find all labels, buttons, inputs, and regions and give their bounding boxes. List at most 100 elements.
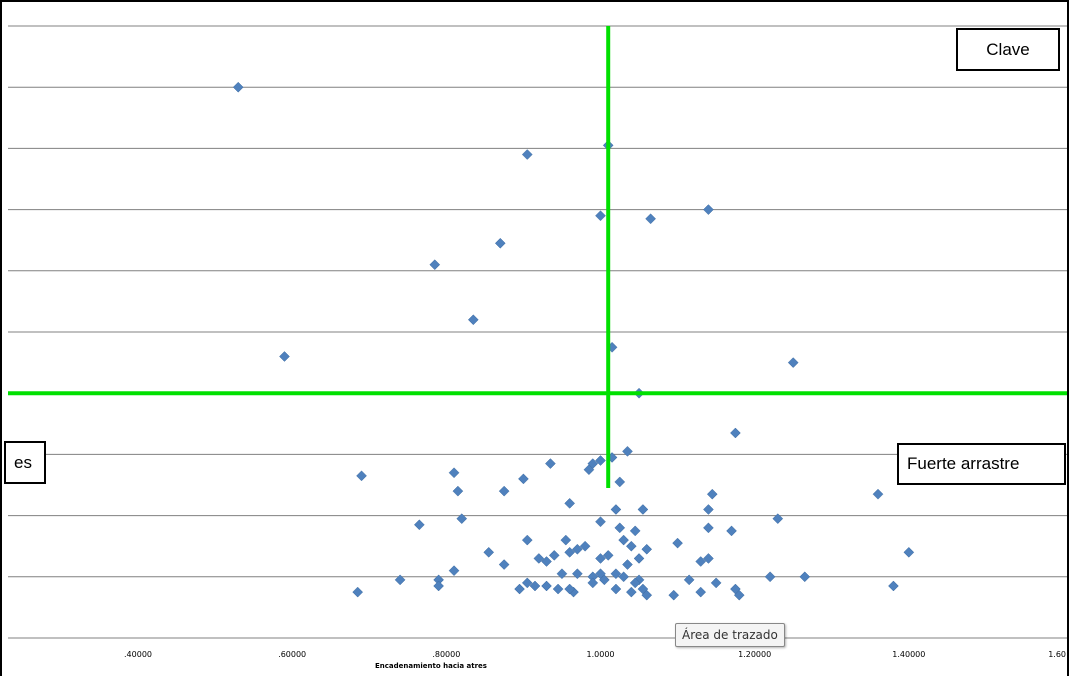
x-tick-label-6: 1.60 bbox=[1048, 650, 1066, 659]
data-point-52 bbox=[572, 543, 583, 555]
gridlines bbox=[8, 25, 1067, 639]
x-tick-label-3: 1.0000 bbox=[587, 650, 615, 659]
data-point-56 bbox=[622, 559, 633, 570]
data-point-91 bbox=[730, 583, 741, 595]
data-point-17 bbox=[498, 485, 510, 497]
data-point-65 bbox=[572, 568, 583, 580]
data-point-1 bbox=[279, 351, 290, 362]
data-point-26 bbox=[706, 488, 718, 500]
quadrant-label-left: es bbox=[4, 441, 46, 484]
x-tick-label-4: 1.20000 bbox=[738, 650, 771, 659]
data-point-37 bbox=[629, 525, 641, 537]
data-point-69 bbox=[618, 571, 629, 583]
data-point-58 bbox=[695, 556, 707, 567]
data-point-0 bbox=[232, 81, 244, 93]
data-point-44 bbox=[641, 543, 653, 555]
quadrant-label-clave: Clave bbox=[956, 28, 1060, 71]
data-point-30 bbox=[564, 498, 576, 509]
data-point-53 bbox=[579, 540, 591, 552]
data-point-14 bbox=[356, 470, 367, 482]
data-point-55 bbox=[602, 550, 614, 561]
data-point-36 bbox=[614, 522, 626, 534]
data-point-8 bbox=[429, 259, 441, 271]
data-point-83 bbox=[599, 574, 610, 586]
data-point-45 bbox=[672, 537, 683, 549]
data-point-95 bbox=[629, 577, 641, 589]
x-tick-label-5: 1.40000 bbox=[892, 650, 925, 659]
data-point-88 bbox=[668, 589, 680, 601]
data-point-31 bbox=[610, 504, 622, 515]
data-point-73 bbox=[764, 571, 776, 583]
data-point-32 bbox=[637, 504, 649, 515]
x-tick-label-1: .60000 bbox=[278, 650, 306, 659]
data-point-21 bbox=[587, 458, 599, 469]
data-point-72 bbox=[710, 577, 722, 589]
data-point-94 bbox=[564, 583, 576, 595]
data-point-89 bbox=[695, 586, 707, 598]
data-point-47 bbox=[498, 559, 510, 570]
data-point-40 bbox=[521, 534, 533, 546]
data-point-54 bbox=[595, 553, 606, 564]
data-point-59 bbox=[703, 553, 714, 564]
data-point-34 bbox=[772, 513, 784, 525]
data-point-18 bbox=[518, 473, 529, 485]
data-point-77 bbox=[514, 583, 525, 595]
data-point-25 bbox=[614, 476, 626, 488]
data-point-76 bbox=[433, 580, 444, 592]
data-point-22 bbox=[595, 455, 606, 466]
data-point-7 bbox=[494, 237, 506, 249]
data-point-35 bbox=[595, 516, 606, 528]
data-point-42 bbox=[618, 534, 629, 546]
data-point-2 bbox=[521, 149, 533, 160]
data-point-64 bbox=[556, 568, 568, 580]
data-point-50 bbox=[548, 550, 560, 561]
data-point-19 bbox=[545, 458, 556, 469]
data-point-51 bbox=[564, 546, 576, 558]
data-point-92 bbox=[888, 580, 899, 592]
data-point-6 bbox=[703, 204, 714, 215]
data-point-39 bbox=[726, 525, 737, 537]
data-point-78 bbox=[529, 580, 541, 592]
data-point-57 bbox=[633, 553, 645, 564]
x-tick-label-0: .40000 bbox=[124, 650, 152, 659]
data-point-24 bbox=[622, 445, 633, 457]
data-point-87 bbox=[641, 589, 653, 601]
data-point-13 bbox=[730, 427, 741, 439]
x-tick-label-2: .80000 bbox=[432, 650, 460, 659]
data-point-29 bbox=[456, 513, 468, 525]
data-point-68 bbox=[610, 568, 622, 580]
data-point-41 bbox=[560, 534, 572, 546]
data-point-16 bbox=[452, 485, 464, 497]
data-point-27 bbox=[872, 488, 884, 500]
data-point-43 bbox=[625, 540, 637, 552]
quadrant-label-left-text: es bbox=[14, 453, 32, 472]
data-point-28 bbox=[414, 519, 425, 531]
data-point-84 bbox=[610, 583, 622, 595]
data-point-93 bbox=[521, 577, 533, 589]
data-point-75 bbox=[352, 586, 364, 598]
quadrant-label-fuerte-arrastre: Fuerte arrastre bbox=[897, 443, 1066, 485]
x-tick-labels: .40000 .60000 .80000 1.0000 1.20000 1.40000 1.… bbox=[124, 650, 1066, 659]
data-point-80 bbox=[552, 583, 564, 595]
data-point-4 bbox=[595, 210, 606, 222]
data-point-49 bbox=[541, 556, 552, 567]
data-point-63 bbox=[448, 565, 460, 577]
data-point-5 bbox=[645, 213, 656, 225]
x-axis-title: Encadenamiento hacia atres bbox=[375, 662, 487, 670]
data-points bbox=[232, 81, 915, 601]
data-point-33 bbox=[703, 504, 714, 515]
data-point-85 bbox=[625, 586, 637, 598]
data-point-48 bbox=[533, 553, 545, 564]
data-point-71 bbox=[683, 574, 695, 586]
reference-lines bbox=[8, 26, 1067, 489]
data-point-60 bbox=[903, 546, 915, 558]
data-point-74 bbox=[799, 571, 811, 583]
data-point-61 bbox=[394, 574, 406, 586]
data-point-46 bbox=[483, 546, 495, 558]
tooltip-plot-area: Área de trazado bbox=[675, 623, 785, 647]
data-point-79 bbox=[541, 580, 552, 592]
data-point-9 bbox=[467, 314, 479, 326]
data-point-11 bbox=[787, 357, 799, 368]
